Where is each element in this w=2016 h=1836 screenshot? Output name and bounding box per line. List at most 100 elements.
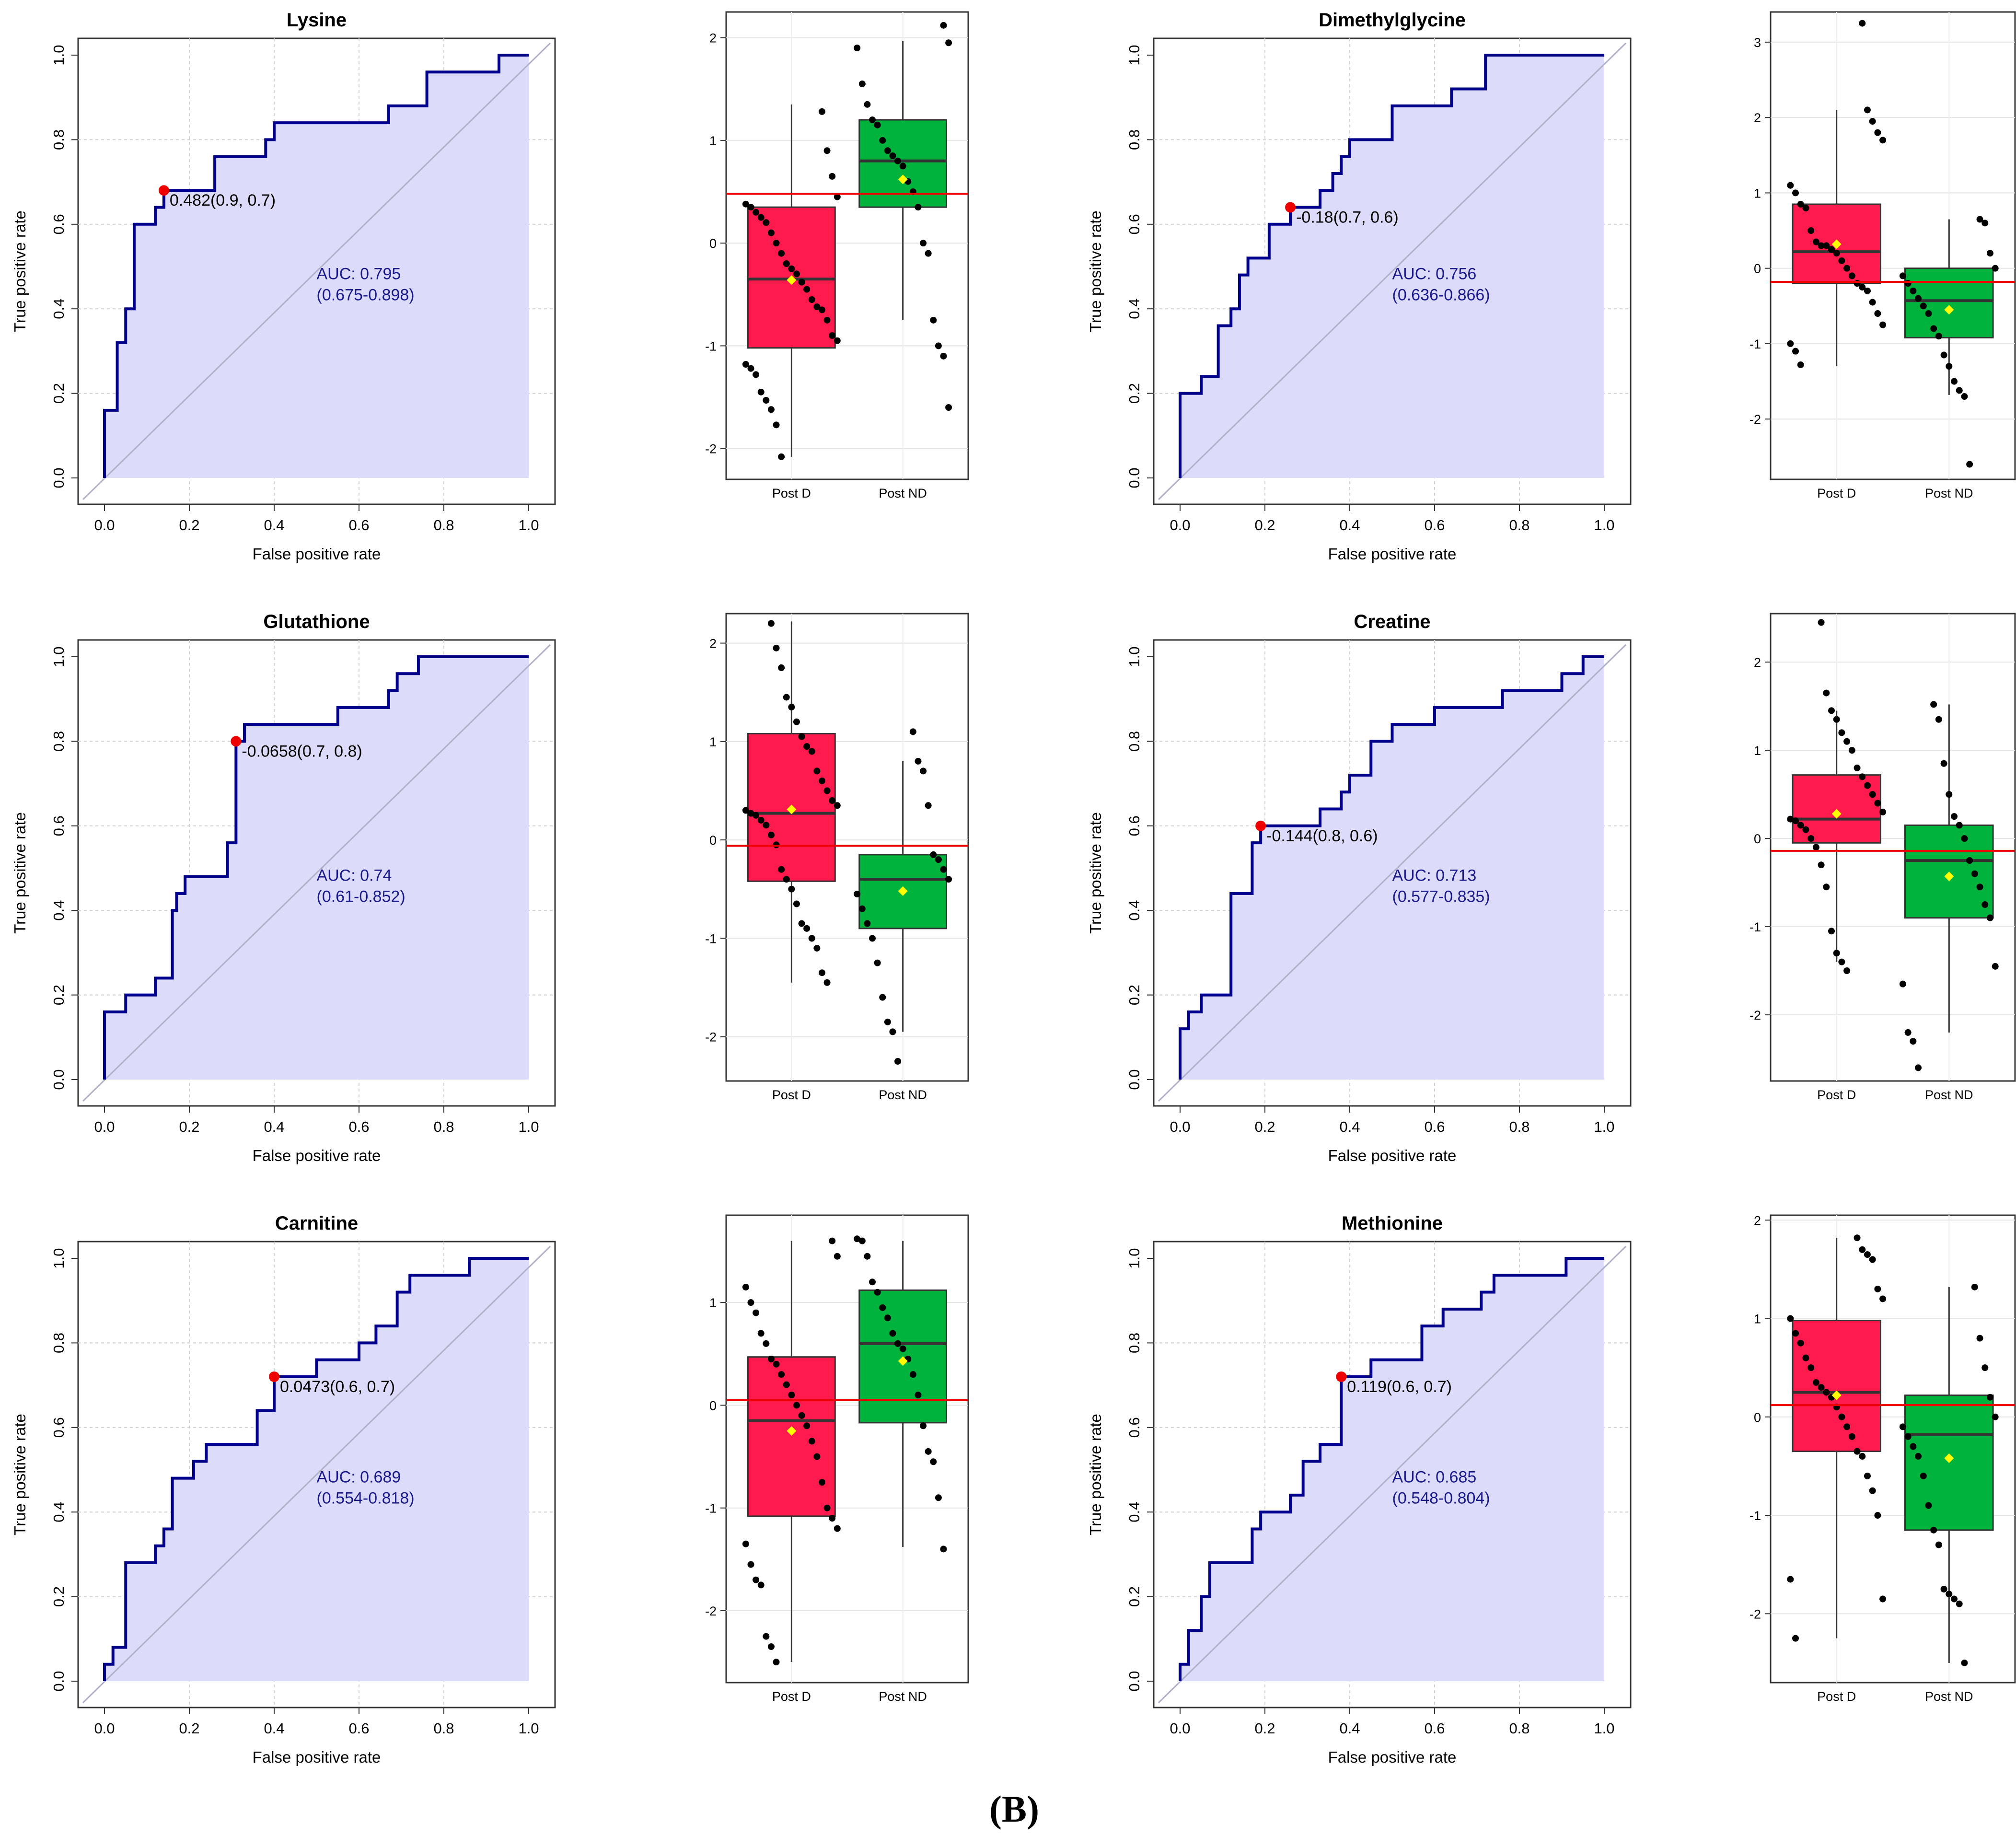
box-creatine-xtick-label: Post D xyxy=(1817,1088,1856,1102)
roc-creatine-cutoff-label: -0.144(0.8, 0.6) xyxy=(1266,827,1378,845)
box-dimethylglycine-point xyxy=(1812,238,1819,245)
roc-carnitine-ytick-label: 0.8 xyxy=(50,1333,67,1353)
box-carnitine-point xyxy=(783,1381,790,1388)
box-carnitine-point xyxy=(864,1253,871,1260)
box-glutathione-point xyxy=(793,718,800,725)
box-lysine-point xyxy=(793,270,800,278)
box-methionine-point xyxy=(1854,1448,1861,1455)
roc-carnitine-xtick-label: 0.6 xyxy=(348,1720,369,1737)
box-dimethylglycine-point xyxy=(1869,299,1876,306)
box-lysine-point xyxy=(818,306,825,314)
box-lysine-ytick-label: -2 xyxy=(705,442,717,456)
box-dimethylglycine-point xyxy=(1833,250,1840,257)
box-glutathione-point xyxy=(813,944,821,952)
box-methionine-xtick-label: Post ND xyxy=(1925,1689,1973,1704)
box-dimethylglycine-point xyxy=(1823,242,1830,249)
box-glutathione-ytick-label: -2 xyxy=(705,1030,717,1045)
box-carnitine-point xyxy=(925,1448,932,1455)
box-carnitine-point xyxy=(884,1314,891,1322)
box-carnitine-point xyxy=(854,1235,861,1243)
roc-lysine-auc-label: AUC: 0.795 xyxy=(317,265,401,283)
box-lysine-point xyxy=(788,265,795,272)
box-creatine-point xyxy=(1823,883,1830,891)
box-methionine-point xyxy=(1961,1659,1968,1666)
box-creatine-point xyxy=(1966,857,1973,864)
roc-methionine-group: 0.119(0.6, 0.7) AUC: 0.685 (0.548-0.804) Me… xyxy=(1087,1213,1632,1766)
box-glutathione-point xyxy=(894,1057,902,1065)
roc-methionine-ytick-label: 0.2 xyxy=(1126,1586,1143,1607)
box-lysine-xtick-label: Post D xyxy=(772,486,811,500)
roc-creatine-title: Creatine xyxy=(1354,611,1430,632)
box-lysine-point xyxy=(803,286,811,293)
roc-dimethylglycine-ytick-label: 0.6 xyxy=(1126,214,1143,234)
roc-lysine-xtick-label: 0.6 xyxy=(348,517,369,534)
roc-glutathione-ytick-label: 0.2 xyxy=(50,985,67,1005)
box-dimethylglycine-point xyxy=(1874,129,1881,136)
roc-lysine-xtick-label: 1.0 xyxy=(518,517,539,534)
box-carnitine-point xyxy=(879,1304,886,1311)
box-dimethylglycine-point xyxy=(1843,265,1851,272)
box-lysine-point xyxy=(940,352,947,360)
box-creatine-point xyxy=(1951,813,1958,820)
box-lysine-ytick-label: 2 xyxy=(709,31,717,46)
roc-creatine-xtick-label: 0.4 xyxy=(1339,1118,1360,1135)
box-lysine-point xyxy=(767,229,775,236)
box-glutathione-ytick-label: 0 xyxy=(709,833,717,848)
box-lysine-group: -2 -1 0 1 2 Post D Post ND xyxy=(705,11,969,500)
box-creatine-point xyxy=(1910,1038,1917,1045)
box-methionine-point xyxy=(1992,1413,1999,1420)
box-methionine-ytick-label: 0 xyxy=(1754,1410,1761,1425)
roc-methionine-auc-label: AUC: 0.685 xyxy=(1392,1468,1477,1486)
box-lysine-point xyxy=(894,157,902,164)
box-methionine-point xyxy=(1940,1586,1947,1592)
box-glutathione-point xyxy=(829,797,836,804)
box-methionine-point xyxy=(1869,1487,1876,1494)
box-lysine-point xyxy=(935,342,942,349)
roc-creatine-auc-area xyxy=(1180,657,1604,1080)
box-glutathione-point xyxy=(783,694,790,701)
box-carnitine-point xyxy=(803,1422,811,1429)
roc-glutathione-ytick-label: 0.6 xyxy=(50,815,67,836)
box-glutathione-point xyxy=(778,664,785,671)
box-creatine-point xyxy=(1854,764,1861,771)
roc-methionine-cutoff-point xyxy=(1336,1371,1347,1382)
roc-glutathione-ytick-label: 0.8 xyxy=(50,731,67,752)
box-glutathione-point xyxy=(925,802,932,809)
box-glutathione-point xyxy=(858,905,866,912)
box-carnitine-point xyxy=(869,1278,876,1286)
box-lysine-point xyxy=(742,200,749,208)
roc-methionine-ytick-label: 1.0 xyxy=(1126,1248,1143,1268)
roc-glutathione-ytick-label: 0.0 xyxy=(50,1069,67,1090)
box-glutathione-point xyxy=(803,743,811,750)
box-dimethylglycine-point xyxy=(1859,20,1866,27)
roc-lysine-auc-area xyxy=(104,55,529,478)
box-dimethylglycine-point xyxy=(1992,265,1999,272)
box-methionine-xtick-label: Post D xyxy=(1817,1689,1856,1704)
box-glutathione-point xyxy=(788,704,795,710)
roc-lysine-title: Lysine xyxy=(287,10,347,31)
roc-creatine-xtick-label: 0.0 xyxy=(1170,1118,1190,1135)
box-dimethylglycine-point xyxy=(1940,351,1947,359)
roc-lysine-xtick-label: 0.4 xyxy=(264,517,284,534)
box-methionine-point xyxy=(1818,1384,1825,1391)
box-methionine-point xyxy=(1869,1256,1876,1263)
box-carnitine-point xyxy=(823,1504,831,1511)
box-carnitine-point xyxy=(909,1371,916,1378)
roc-creatine-auc-ci: (0.577-0.835) xyxy=(1392,888,1490,906)
box-dimethylglycine-point xyxy=(1787,340,1794,347)
roc-glutathione-xtick-label: 1.0 xyxy=(518,1118,539,1135)
box-dimethylglycine-ytick-label: 3 xyxy=(1754,35,1761,50)
box-creatine-point xyxy=(1807,835,1815,842)
box-carnitine-point xyxy=(920,1422,927,1429)
roc-creatine-ytick-label: 0.6 xyxy=(1126,815,1143,836)
roc-glutathione-auc-area xyxy=(104,657,529,1080)
roc-glutathione-cutoff-label: -0.0658(0.7, 0.8) xyxy=(242,742,362,760)
box-lysine-point xyxy=(753,209,760,216)
box-carnitine-point xyxy=(767,1356,775,1362)
box-dimethylglycine-point xyxy=(1848,272,1855,279)
box-methionine-point xyxy=(1946,1591,1953,1598)
box-carnitine-point xyxy=(915,1392,922,1398)
roc-lysine-group: 0.482(0.9, 0.7) AUC: 0.795 (0.675-0.898) Ly… xyxy=(11,10,556,563)
box-creatine-point xyxy=(1879,808,1887,815)
roc-creatine-diagonal xyxy=(1158,644,1627,1102)
